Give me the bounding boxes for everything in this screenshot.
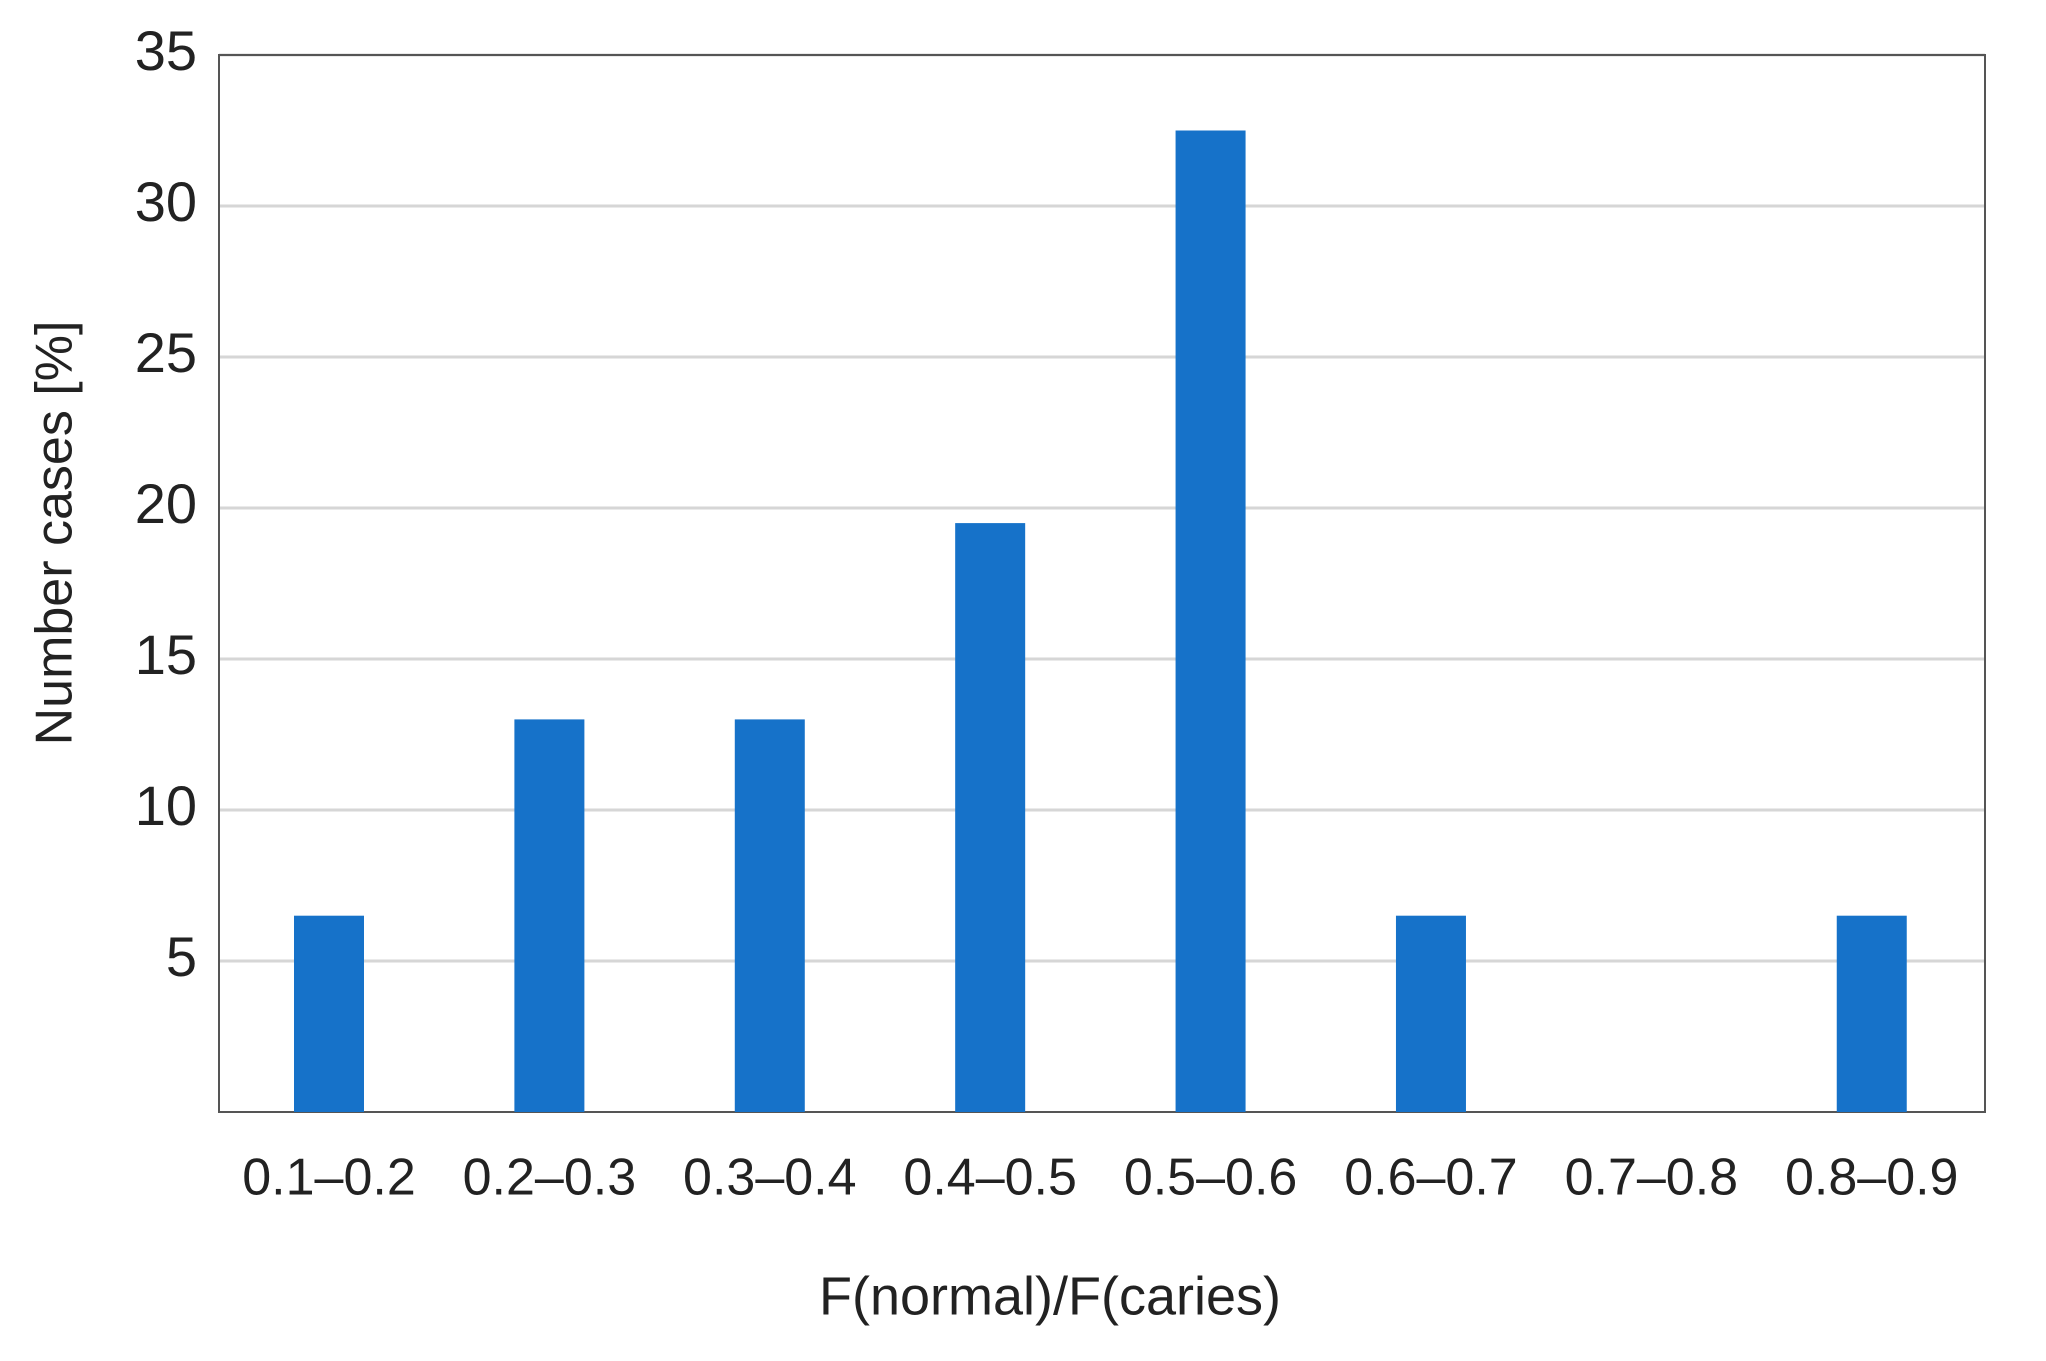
x-axis-title: F(normal)/F(caries) [819, 1266, 1281, 1326]
bar [1175, 130, 1246, 1112]
bar [955, 523, 1026, 1112]
y-tick-label: 35 [135, 19, 197, 82]
y-tick-label: 30 [135, 170, 197, 233]
x-tick-label: 0.4–0.5 [903, 1149, 1077, 1207]
y-tick-label: 5 [166, 925, 197, 988]
x-tick-label: 0.7–0.8 [1565, 1149, 1739, 1207]
y-tick-label: 10 [135, 774, 197, 837]
x-tick-label: 0.2–0.3 [463, 1149, 637, 1207]
bar [1836, 915, 1907, 1112]
y-tick-label: 25 [135, 321, 197, 384]
y-axis-title: Number cases [%] [26, 321, 84, 746]
bar [514, 719, 585, 1112]
x-tick-label: 0.6–0.7 [1344, 1149, 1518, 1207]
bar [734, 719, 805, 1112]
x-tick-label: 0.8–0.9 [1785, 1149, 1959, 1207]
bar [294, 915, 364, 1112]
x-tick-label: 0.1–0.2 [242, 1149, 416, 1207]
plot-frame [218, 54, 1986, 1113]
y-tick-label: 20 [135, 472, 197, 535]
x-tick-label: 0.5–0.6 [1124, 1149, 1298, 1207]
bar [1395, 915, 1466, 1112]
x-tick-label: 0.3–0.4 [683, 1149, 857, 1207]
y-tick-label: 15 [135, 623, 197, 686]
